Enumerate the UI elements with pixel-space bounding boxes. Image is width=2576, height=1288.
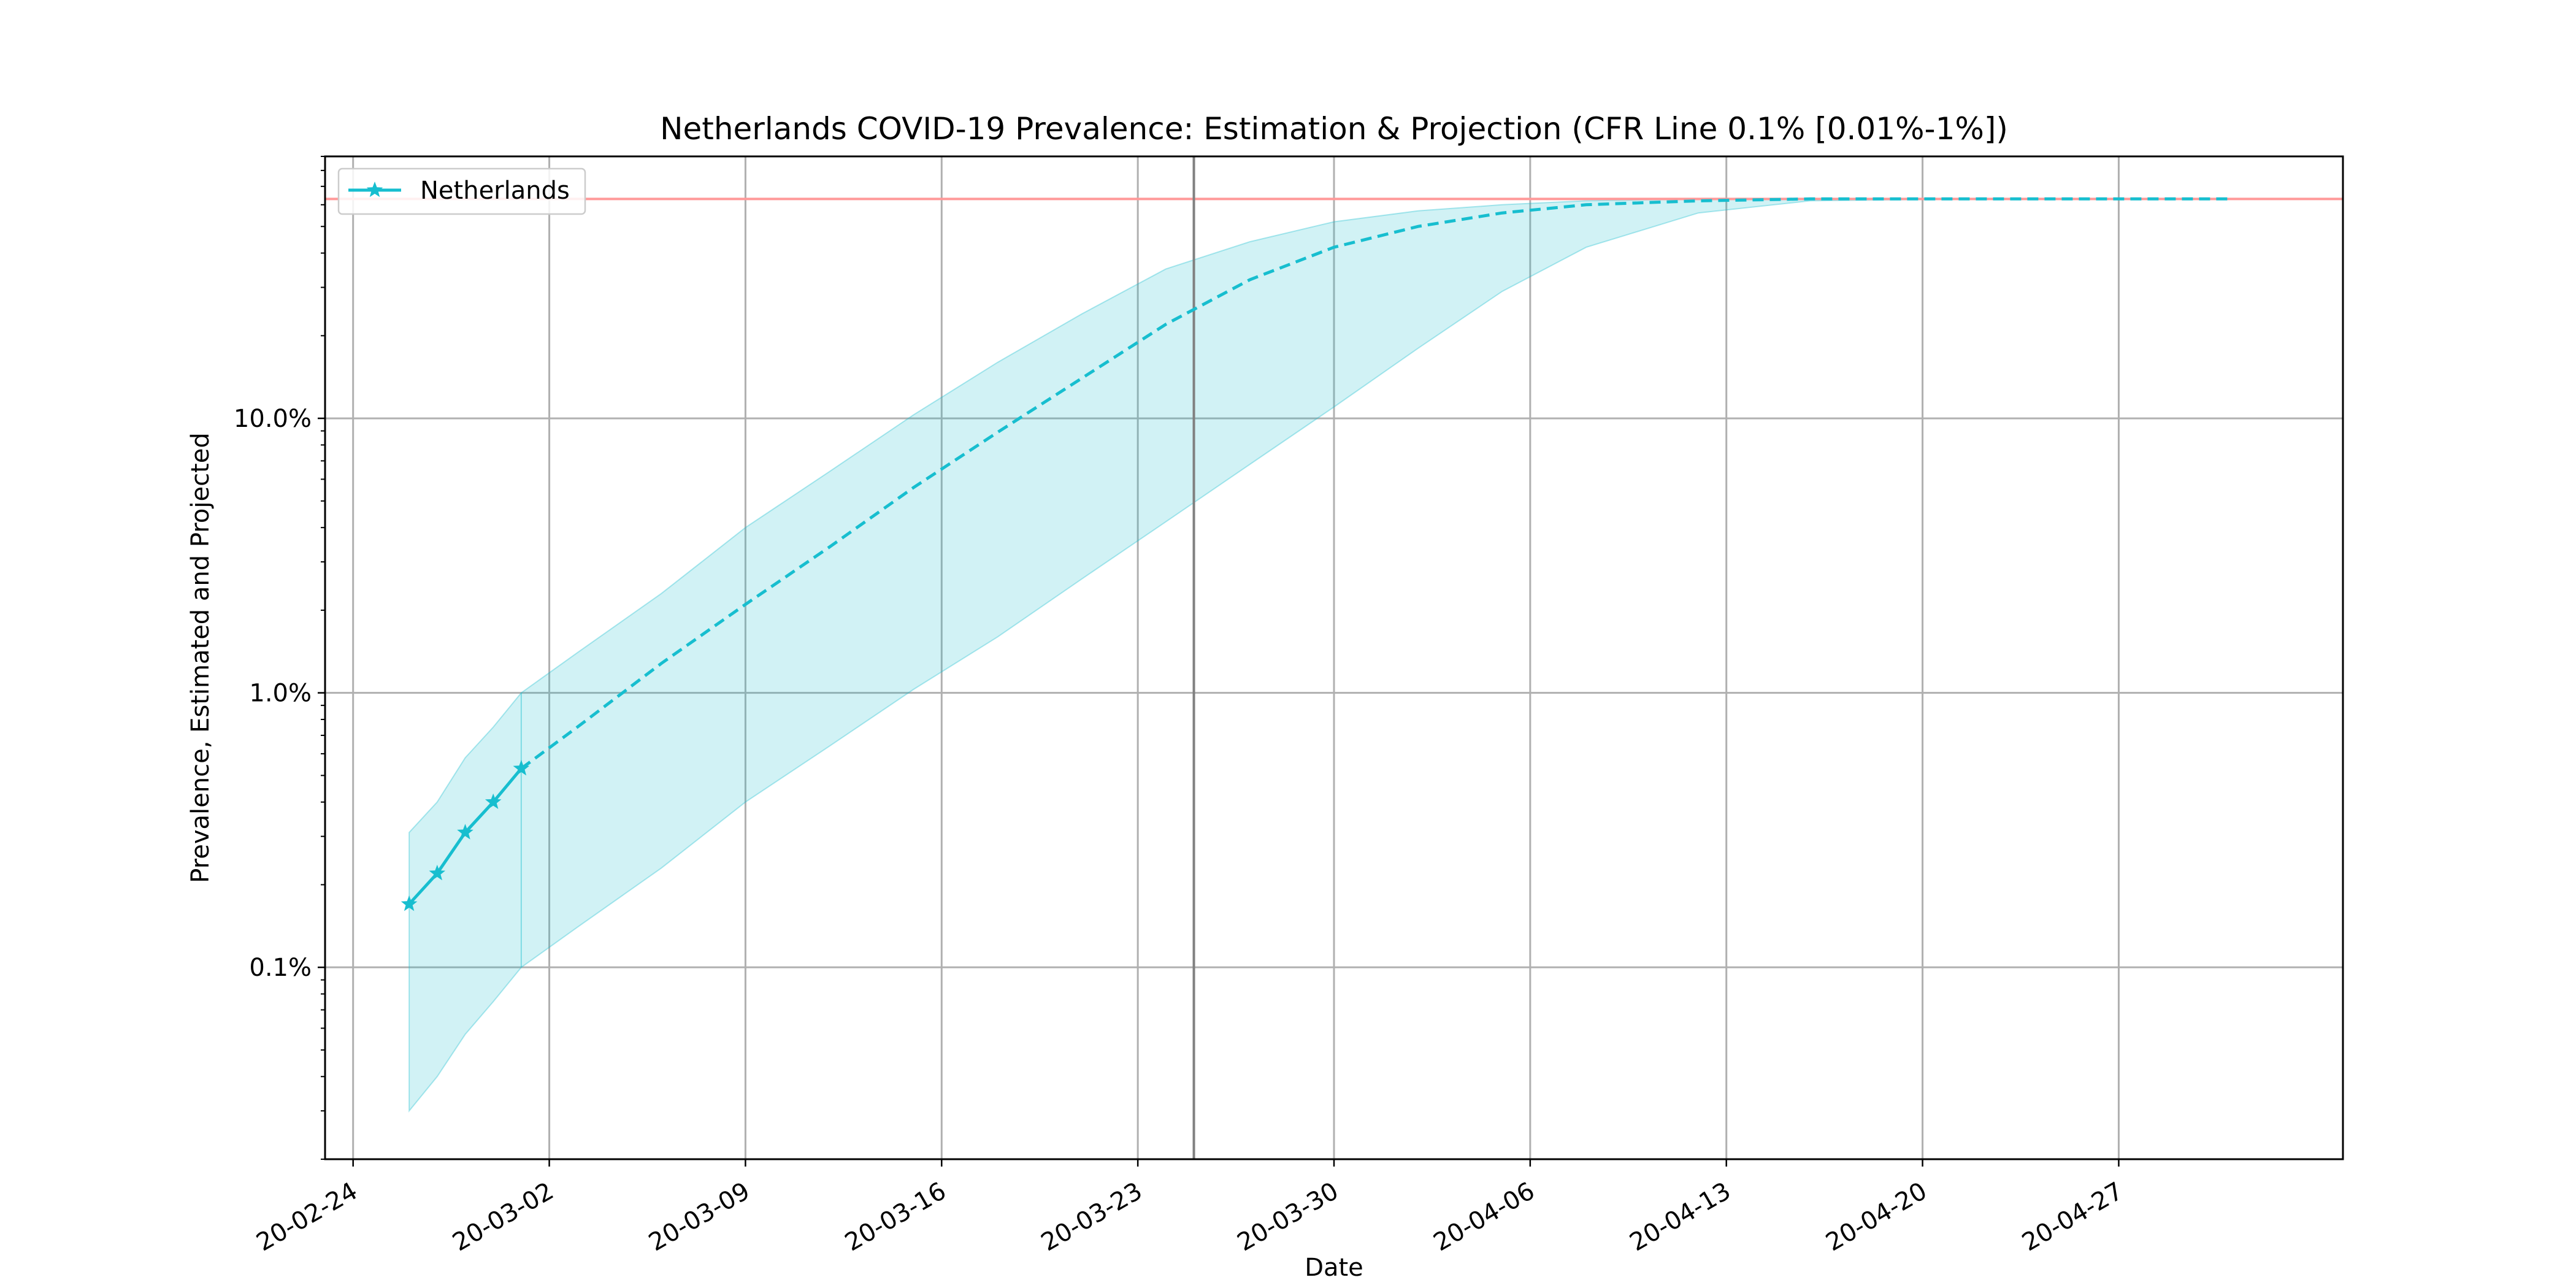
y-tick-label: 0.1%	[249, 954, 312, 982]
x-axis-title: Date	[1305, 1254, 1363, 1282]
legend: Netherlands	[337, 167, 586, 215]
projection-line	[520, 197, 2231, 770]
data-point-star	[485, 793, 502, 809]
y-tick-label: 1.0%	[249, 680, 312, 708]
data-point-star	[401, 895, 418, 911]
data-point-star	[429, 864, 446, 881]
grid	[325, 156, 2343, 1159]
legend-marker-star	[366, 182, 383, 197]
y-tick-label: 10.0%	[234, 405, 312, 433]
legend-label: Netherlands	[420, 177, 570, 205]
legend-box	[337, 167, 586, 215]
chart-title: Netherlands COVID-19 Prevalence: Estimat…	[660, 111, 2008, 147]
y-axis-title: Prevalence, Estimated and Projected	[186, 432, 215, 883]
series-layer	[401, 197, 2231, 911]
data-point-star	[457, 824, 473, 840]
reference-lines	[325, 156, 2343, 1159]
